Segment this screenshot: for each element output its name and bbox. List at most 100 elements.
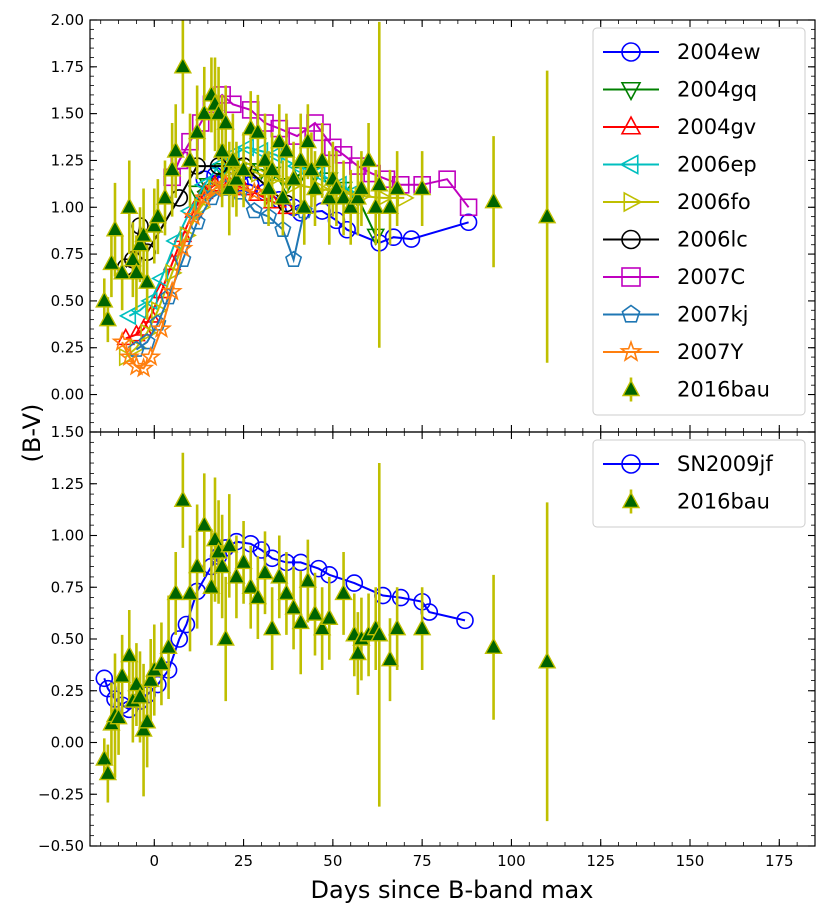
data-point [112,262,132,280]
data-point [130,234,150,252]
top-legend: 2004ew 2004gq 2004gv 2006ep 2006fo 2006lc 2007… [592,27,806,416]
data-point [187,556,207,574]
data-point [387,178,407,196]
data-point [129,338,147,358]
data-point [380,197,400,214]
data-point [150,317,173,339]
data-point [234,552,253,570]
y-tick-label: 1.50 [51,423,84,441]
data-point [312,150,332,168]
data-point [212,140,232,158]
data-point [161,280,183,301]
data-point [241,576,260,594]
legend-label: 2006fo [677,190,751,214]
legend-item-2007y: 2007Y [603,339,743,364]
y-tick-label: 1.50 [51,105,84,123]
data-point [295,197,314,214]
series-2016bau [95,20,557,363]
legend-marker [620,115,642,135]
data-point [162,159,182,177]
x-tick-label: 50 [323,852,342,870]
data-point [484,637,503,654]
legend-marker [621,304,641,323]
data-point [255,150,275,168]
data-point [127,262,146,280]
y-tick-label: −0.50 [38,837,84,855]
data-point [173,490,193,508]
data-point [387,618,407,636]
data-point [174,250,192,267]
data-point [334,583,353,601]
legend-item-2016bau: 2016bau [621,377,770,402]
data-point [370,624,389,642]
y-tick-label: 1.25 [51,151,84,169]
data-point [212,556,232,574]
data-point [288,127,306,145]
data-point [130,686,150,704]
legend-label: 2007C [677,265,745,289]
data-point [205,529,225,547]
data-point [148,206,168,224]
y-tick-label: 0.00 [51,386,84,404]
data-point [370,174,389,192]
legend-marker [619,339,643,362]
data-point [170,630,189,648]
legend-label: 2004gv [677,115,756,139]
data-point [102,253,121,271]
legend-label: 2006lc [677,228,748,252]
data-point [177,615,196,634]
data-point [273,187,293,205]
data-point [95,290,114,308]
legend-marker [621,454,641,474]
data-point [95,669,114,688]
data-point [284,597,303,615]
data-point [216,628,235,646]
data-point [459,213,478,232]
data-point [140,345,162,367]
legend-item-sn2009jf: SN2009jf [603,452,773,476]
data-point [140,323,158,343]
data-point [298,570,318,588]
legend-label: 2004ew [677,40,761,64]
legend-marker [623,191,643,213]
data-point [173,56,193,74]
data-point [134,225,153,243]
data-point [220,535,239,553]
data-point [277,140,296,158]
data-point [166,583,185,601]
data-point [348,187,368,205]
data-point [137,271,157,289]
legend-item-2004ew: 2004ew [603,40,761,64]
legend-label: 2004gq [677,78,757,102]
data-point [412,618,432,636]
data-point [145,215,164,233]
data-point [155,187,175,205]
data-point [285,250,303,267]
x-tick-label: 0 [150,852,160,870]
data-point [312,618,332,636]
legend-item-2006lc: 2006lc [603,228,748,252]
y-tick-label: 0.75 [51,578,84,596]
data-point [134,719,153,737]
data-point [127,674,146,692]
data-point [284,168,303,186]
y-tick-label: 1.75 [51,58,84,76]
y-tick-label: 0.00 [51,734,84,752]
data-point [182,205,205,226]
legend-marker [621,42,641,62]
data-point [123,249,143,267]
legend-marker [620,81,642,102]
data-point [159,637,178,654]
data-point [277,583,296,601]
data-point [140,291,158,311]
data-point [352,178,371,196]
y-tick-label: 0.50 [51,630,84,648]
data-point [309,559,328,578]
data-point [223,150,243,168]
data-point [366,197,385,214]
y-tick-label: 0.25 [51,682,84,700]
data-point [141,670,160,688]
data-point [243,181,265,202]
data-point [484,191,503,209]
data-point [227,566,246,584]
